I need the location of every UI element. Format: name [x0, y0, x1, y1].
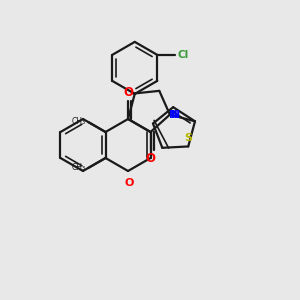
Text: N: N — [169, 110, 178, 120]
Text: N: N — [171, 110, 180, 120]
Text: O: O — [123, 86, 133, 99]
Text: O: O — [124, 178, 134, 188]
Text: O: O — [146, 152, 155, 165]
Text: CH₃: CH₃ — [72, 164, 86, 172]
Text: CH₃: CH₃ — [72, 118, 86, 127]
Text: Cl: Cl — [177, 50, 188, 60]
Text: S: S — [184, 134, 192, 143]
